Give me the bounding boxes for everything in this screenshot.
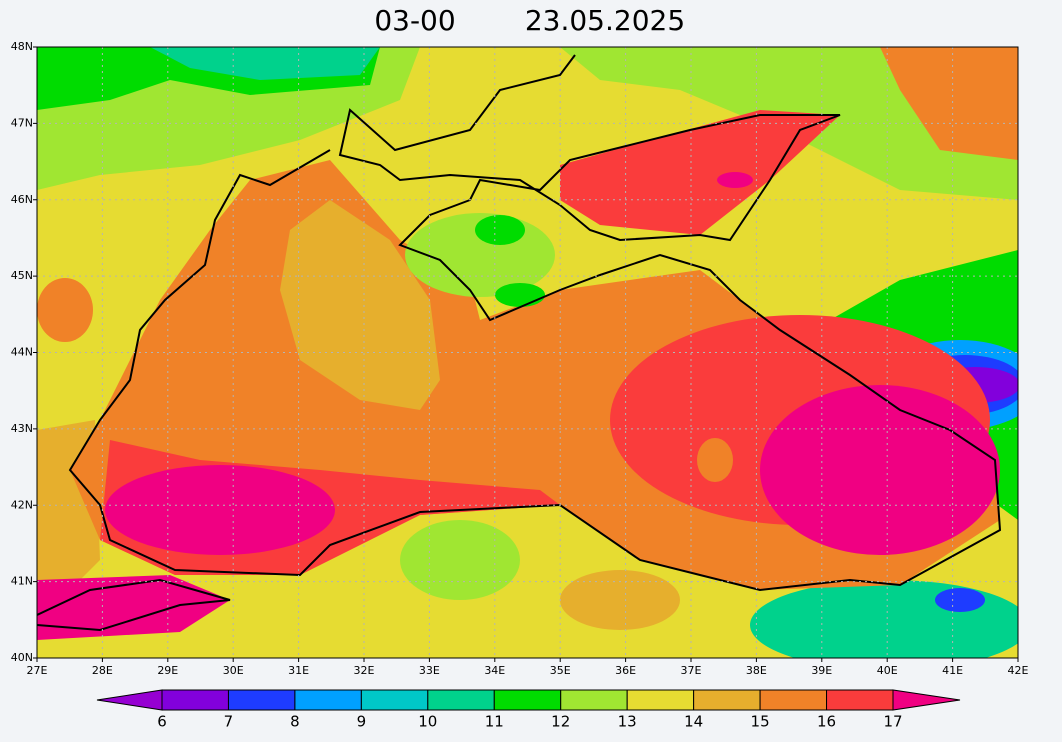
y-tick-label: 44N	[11, 346, 33, 359]
coastline	[37, 578, 231, 632]
colorbar-segment	[493, 689, 562, 711]
y-tick-label: 41N	[11, 575, 33, 588]
x-tick-label: 37E	[681, 664, 702, 677]
title-date: 23.05.2025	[525, 4, 685, 37]
x-tick-label: 27E	[27, 664, 48, 677]
x-tick-label: 36E	[615, 664, 636, 677]
colorbar: 6 7 8 9 10 11 12 13 14 15 16 17	[96, 689, 961, 731]
temperature-field	[37, 47, 1018, 658]
field-region	[750, 580, 1018, 658]
y-tick-label: 40N	[11, 651, 33, 664]
x-tick-label: 30E	[223, 664, 244, 677]
field-region	[717, 172, 753, 188]
colorbar-label: 6	[157, 713, 167, 731]
x-tick-label: 38E	[746, 664, 767, 677]
field-region	[150, 47, 380, 80]
colorbar-label: 9	[357, 713, 367, 731]
x-tick-label: 33E	[419, 664, 440, 677]
colorbar-label: 7	[224, 713, 234, 731]
y-tick-label: 47N	[11, 116, 33, 129]
field-region	[475, 215, 525, 245]
field-region	[400, 520, 520, 600]
colorbar-label: 8	[290, 713, 300, 731]
colorbar-label: 14	[684, 713, 703, 731]
colorbar-segment	[560, 689, 628, 711]
x-tick-label: 40E	[877, 664, 898, 677]
colorbar-label: 12	[551, 713, 570, 731]
colorbar-segment	[427, 689, 495, 711]
colorbar-segment	[759, 689, 828, 711]
x-tick-label: 29E	[157, 664, 178, 677]
y-tick-label: 43N	[11, 422, 33, 435]
colorbar-extend-low	[96, 689, 163, 711]
field-region	[37, 278, 93, 342]
x-tick-label: 34E	[484, 664, 505, 677]
field-region	[697, 438, 733, 482]
y-tick-label: 42N	[11, 498, 33, 511]
x-tick-label: 41E	[942, 664, 963, 677]
title-time: 03-00	[374, 4, 455, 37]
y-tick-label: 46N	[11, 193, 33, 206]
x-tick-label: 42E	[1008, 664, 1029, 677]
colorbar-segment	[294, 689, 362, 711]
field-region	[760, 385, 1000, 555]
colorbar-label: 13	[618, 713, 637, 731]
field-region	[560, 570, 680, 630]
colorbar-extend-high	[892, 689, 961, 711]
x-tick-label: 39E	[811, 664, 832, 677]
x-tick-label: 31E	[288, 664, 309, 677]
y-tick-label: 45N	[11, 269, 33, 282]
field-region	[495, 283, 545, 307]
field-region	[880, 47, 1018, 160]
colorbar-segment	[360, 689, 429, 711]
colorbar-label: 11	[485, 713, 504, 731]
colorbar-segment	[826, 689, 894, 711]
colorbar-label: 15	[751, 713, 770, 731]
y-tick-label: 48N	[11, 40, 33, 53]
colorbar-segment	[227, 689, 296, 711]
field-region	[105, 465, 335, 555]
coastline	[68, 54, 1002, 592]
colorbar-segment	[626, 689, 695, 711]
colorbar-label: 10	[418, 713, 437, 731]
colorbar-label: 16	[817, 713, 836, 731]
colorbar-segment	[161, 689, 229, 711]
field-region	[935, 588, 985, 612]
colorbar-label: 17	[883, 713, 902, 731]
x-tick-label: 28E	[92, 664, 113, 677]
x-tick-label: 35E	[550, 664, 571, 677]
field-region	[560, 110, 840, 235]
field-region	[280, 200, 440, 410]
x-tick-label: 32E	[354, 664, 375, 677]
colorbar-segment	[693, 689, 761, 711]
